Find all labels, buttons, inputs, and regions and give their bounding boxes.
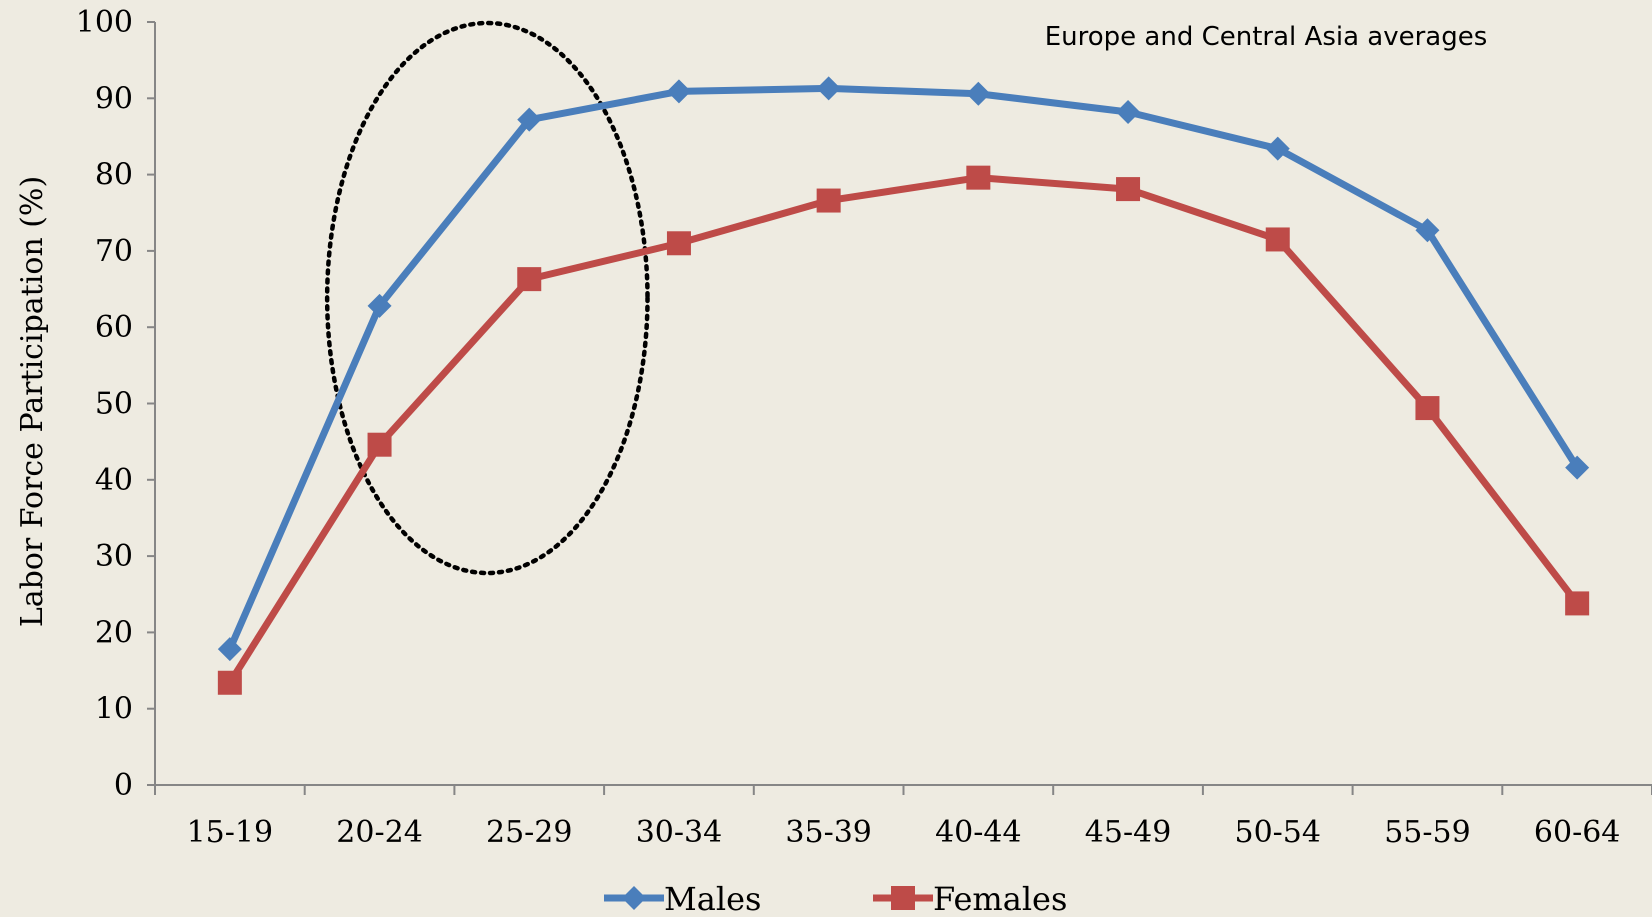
data-point-diamond: [1415, 218, 1440, 243]
data-point-square: [217, 670, 242, 695]
series-layer: [217, 76, 1590, 695]
series-males: [217, 76, 1590, 662]
y-tick-label: 90: [95, 81, 133, 116]
data-point-diamond: [1265, 136, 1290, 161]
y-tick-label: 80: [95, 158, 133, 193]
y-tick-label: 70: [95, 234, 133, 269]
axes: 0 10 20 30 40 50 60 70 80 90 100 15-19 20-24 25-29 30-…: [76, 5, 1652, 850]
data-point-diamond: [367, 293, 392, 318]
data-point-square: [1565, 591, 1590, 616]
data-point-diamond: [1565, 455, 1590, 480]
y-tick-label: 100: [76, 5, 133, 40]
data-point-diamond: [217, 637, 242, 662]
legend-label: Females: [933, 880, 1067, 917]
highlight-ellipse-group: [324, 20, 650, 576]
x-tick-label: 55-59: [1384, 815, 1470, 850]
legend: Males Females: [604, 880, 1067, 917]
data-point-square: [1116, 177, 1141, 202]
x-tick-label: 20-24: [336, 815, 422, 850]
data-point-diamond: [517, 107, 542, 132]
data-point-diamond: [966, 81, 991, 106]
y-tick-label: 60: [95, 310, 133, 345]
highlight-ellipse: [324, 20, 650, 576]
data-point-diamond: [666, 79, 691, 104]
series-line-females: [226, 174, 1580, 685]
y-tick-label: 20: [95, 615, 133, 650]
series-females: [217, 165, 1590, 695]
data-point-square: [367, 432, 392, 457]
legend-label: Males: [664, 880, 761, 917]
data-point-square: [666, 231, 691, 256]
y-tick-label: 50: [95, 387, 133, 422]
data-point-square: [517, 267, 542, 292]
x-tick-label: 30-34: [636, 815, 722, 850]
data-point-square: [966, 165, 991, 190]
x-tick-label: 50-54: [1235, 815, 1321, 850]
y-tick-label: 30: [95, 539, 133, 574]
series-line-males: [226, 84, 1581, 651]
legend-item-males: Males: [604, 880, 761, 917]
y-tick-label: 10: [95, 692, 133, 727]
legend-marker-square: [891, 886, 915, 910]
x-tick-label: 35-39: [785, 815, 871, 850]
x-tick-label: 15-19: [187, 815, 273, 850]
chart-annotation: Europe and Central Asia averages: [1045, 22, 1488, 52]
data-point-diamond: [816, 76, 841, 101]
x-tick-label: 40-44: [935, 815, 1021, 850]
y-tick-label: 0: [114, 768, 133, 803]
legend-marker-diamond: [622, 886, 646, 910]
data-point-square: [1265, 227, 1290, 252]
data-point-square: [816, 188, 841, 213]
y-tick-label: 40: [95, 463, 133, 498]
data-point-square: [1415, 396, 1440, 421]
x-tick-label: 45-49: [1085, 815, 1171, 850]
x-tick-label: 60-64: [1534, 815, 1620, 850]
data-point-diamond: [1116, 100, 1141, 125]
x-tick-label: 25-29: [486, 815, 572, 850]
legend-item-females: Females: [873, 880, 1067, 917]
y-axis-label: Labor Force Participation (%): [15, 176, 50, 627]
